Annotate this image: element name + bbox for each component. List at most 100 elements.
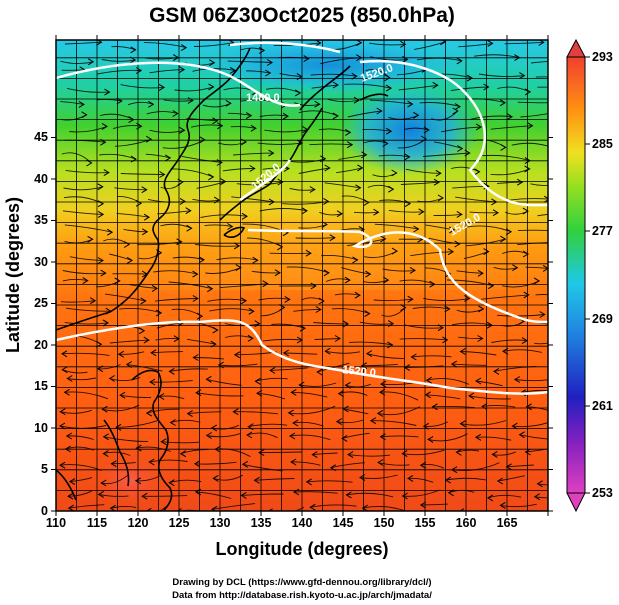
streamline — [116, 212, 150, 218]
streamline — [291, 461, 321, 466]
streamline — [492, 451, 516, 456]
grid-lines — [56, 40, 548, 511]
wind-arrow — [455, 448, 462, 456]
wind-arrow — [483, 248, 490, 256]
streamline — [537, 213, 548, 217]
wind-arrow — [59, 461, 66, 469]
streamline — [535, 294, 548, 296]
wind-arrow — [229, 66, 237, 74]
colorbar-label-269: 269 — [592, 312, 613, 326]
wind-arrow — [452, 107, 459, 115]
wind-arrow — [100, 269, 107, 277]
streamline — [313, 322, 349, 325]
streamline — [126, 364, 163, 372]
wind-arrow — [500, 235, 507, 243]
wind-arrow — [240, 297, 248, 305]
streamline — [410, 251, 454, 257]
wind-arrow — [155, 309, 163, 317]
wind-arrow — [290, 458, 297, 466]
wind-arrow — [524, 448, 531, 456]
wind-arrow — [342, 405, 349, 413]
wind-arrow — [301, 207, 308, 215]
wind-arrow — [433, 178, 440, 186]
wind-arrow — [491, 450, 498, 458]
wind-arrow — [474, 433, 482, 441]
streamline — [291, 391, 328, 398]
streamline — [458, 42, 493, 48]
wind-arrow — [192, 295, 199, 302]
wind-arrow — [527, 122, 534, 130]
streamline — [293, 506, 305, 511]
streamline — [66, 307, 111, 312]
streamline — [534, 496, 548, 499]
streamline — [172, 256, 205, 261]
wind-arrow — [391, 247, 398, 255]
wind-arrow — [141, 228, 149, 236]
streamline — [478, 73, 525, 77]
wind-arrow — [505, 228, 513, 236]
wind-arrow — [159, 171, 166, 178]
wind-arrow — [252, 256, 259, 264]
streamline — [204, 224, 233, 227]
wind-arrow — [262, 280, 269, 288]
coastline — [56, 47, 251, 331]
streamline — [69, 477, 93, 483]
wind-arrow — [413, 225, 420, 233]
streamline — [60, 101, 84, 105]
streamline — [187, 411, 222, 415]
wind-arrow — [487, 40, 494, 47]
streamline — [293, 421, 324, 427]
wind-arrow — [423, 126, 430, 134]
wind-arrow — [334, 335, 341, 342]
streamline — [411, 355, 452, 358]
coastline — [223, 226, 246, 238]
streamline — [298, 224, 328, 229]
x-tick-115: 115 — [87, 516, 107, 530]
streamline — [112, 125, 142, 130]
wind-arrow — [361, 504, 368, 511]
wind-arrow — [130, 46, 137, 54]
wind-arrow — [227, 223, 234, 230]
streamline — [310, 504, 357, 508]
wind-arrow — [316, 368, 323, 376]
streamline — [341, 267, 371, 275]
streamline — [398, 84, 438, 91]
streamline — [127, 101, 154, 106]
wind-arrow — [547, 144, 548, 151]
y-tick-5: 5 — [41, 462, 48, 476]
streamline — [534, 342, 548, 345]
streamline — [314, 338, 341, 340]
wind-arrow — [145, 135, 153, 143]
streamline — [400, 181, 440, 185]
streamline — [233, 411, 278, 415]
wind-arrow — [314, 100, 321, 108]
streamline — [60, 409, 92, 414]
streamline — [369, 99, 413, 105]
streamline — [530, 183, 548, 186]
streamline — [262, 338, 303, 342]
streamline — [526, 406, 548, 411]
streamline — [142, 495, 188, 497]
colorbar-scale — [566, 56, 586, 494]
streamline — [153, 270, 198, 275]
wind-arrow — [148, 100, 155, 108]
wind-arrow — [559, 211, 564, 217]
wind-arrow — [355, 184, 362, 192]
streamline — [241, 493, 284, 496]
streamline — [61, 352, 110, 356]
wind-arrow — [431, 403, 438, 411]
streamline — [531, 60, 548, 64]
streamline — [143, 42, 187, 49]
wind-arrow — [119, 391, 126, 399]
streamline — [336, 419, 364, 424]
y-tick-30: 30 — [34, 255, 48, 269]
wind-arrow — [522, 207, 529, 215]
streamline — [193, 357, 225, 360]
wind-arrow — [459, 420, 466, 428]
streamline — [116, 419, 159, 428]
streamline — [149, 69, 185, 74]
wind-arrow — [66, 375, 73, 382]
wind-arrow — [377, 459, 384, 466]
wind-arrow — [554, 99, 559, 105]
